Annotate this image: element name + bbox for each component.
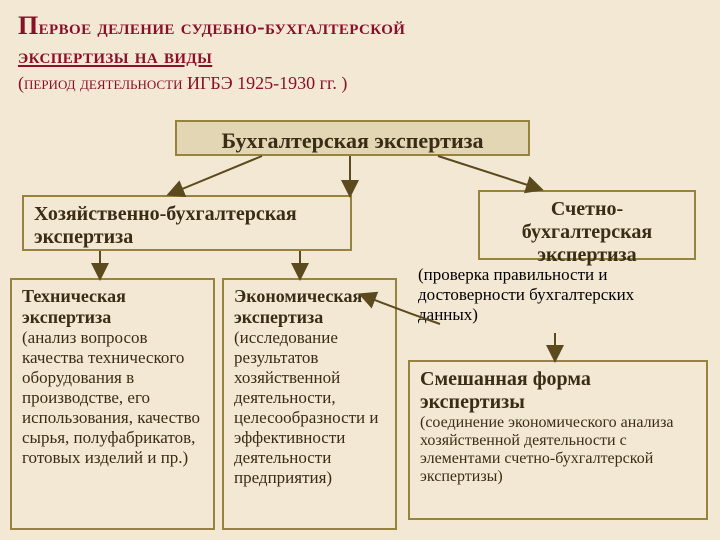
title-line2: экспертизы на виды	[18, 43, 702, 69]
box-mixed: Смешанная форма экспертизы (соединение э…	[408, 360, 708, 520]
box-mixed-body: (соединение экономического анализа хозяй…	[420, 414, 696, 486]
box-top-label: Бухгалтерская экспертиза	[177, 122, 528, 160]
box-tech: Техническая экспертиза (анализ вопросов …	[10, 278, 215, 530]
subtitle: (период деятельности ИГБЭ 1925-1930 гг. …	[18, 73, 702, 94]
box-right-desc-body: (проверка правильности и достоверности б…	[418, 265, 698, 325]
t1: ервое деление судебно-бухгалтерской	[39, 14, 406, 39]
box-tech-body: (анализ вопросов качества технического о…	[22, 328, 203, 468]
box-tech-title: Техническая экспертиза	[22, 286, 203, 328]
box-econ-title: Экономическая экспертиза	[234, 286, 385, 328]
box-mixed-title: Смешанная форма экспертизы	[420, 368, 696, 414]
box-left-upper: Хозяйственно-бухгалтерская экспертиза	[22, 195, 352, 251]
box-right-desc: (проверка правильности и достоверности б…	[408, 261, 708, 333]
title-line1: Первое деление судебно-бухгалтерской	[18, 10, 702, 43]
box-econ-body: (исследование результатов хозяйственной …	[234, 328, 385, 488]
box-econ: Экономическая экспертиза (исследование р…	[222, 278, 397, 530]
box-top: Бухгалтерская экспертиза	[175, 120, 530, 156]
box-left-upper-label: Хозяйственно-бухгалтерская экспертиза	[24, 197, 350, 255]
box-right-upper: Счетно-бухгалтерская экспертиза	[478, 190, 696, 260]
